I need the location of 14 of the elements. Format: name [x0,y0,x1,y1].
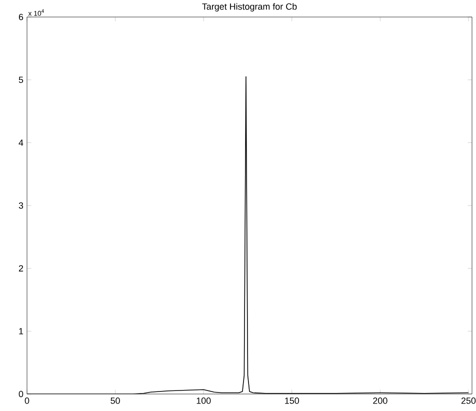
x-tick-label: 100 [196,398,211,404]
x-tick-label: 200 [373,398,388,404]
y-tick-label: 6 [18,14,24,20]
x-tick-label: 50 [110,398,120,404]
y-tick-label: 3 [18,202,24,209]
chart-title: Target Histogram for Cb [202,3,297,12]
x-tick-label: 250 [461,398,476,404]
y-tick-label: 2 [18,265,24,272]
y-tick-label: 1 [19,328,24,334]
x-tick-label: 150 [285,398,300,404]
y-tick-label: 4 [18,140,24,146]
x-tick-label: 0 [24,398,30,404]
y-tick-label: 5 [18,76,24,83]
y-tick-label: 0 [18,390,24,398]
